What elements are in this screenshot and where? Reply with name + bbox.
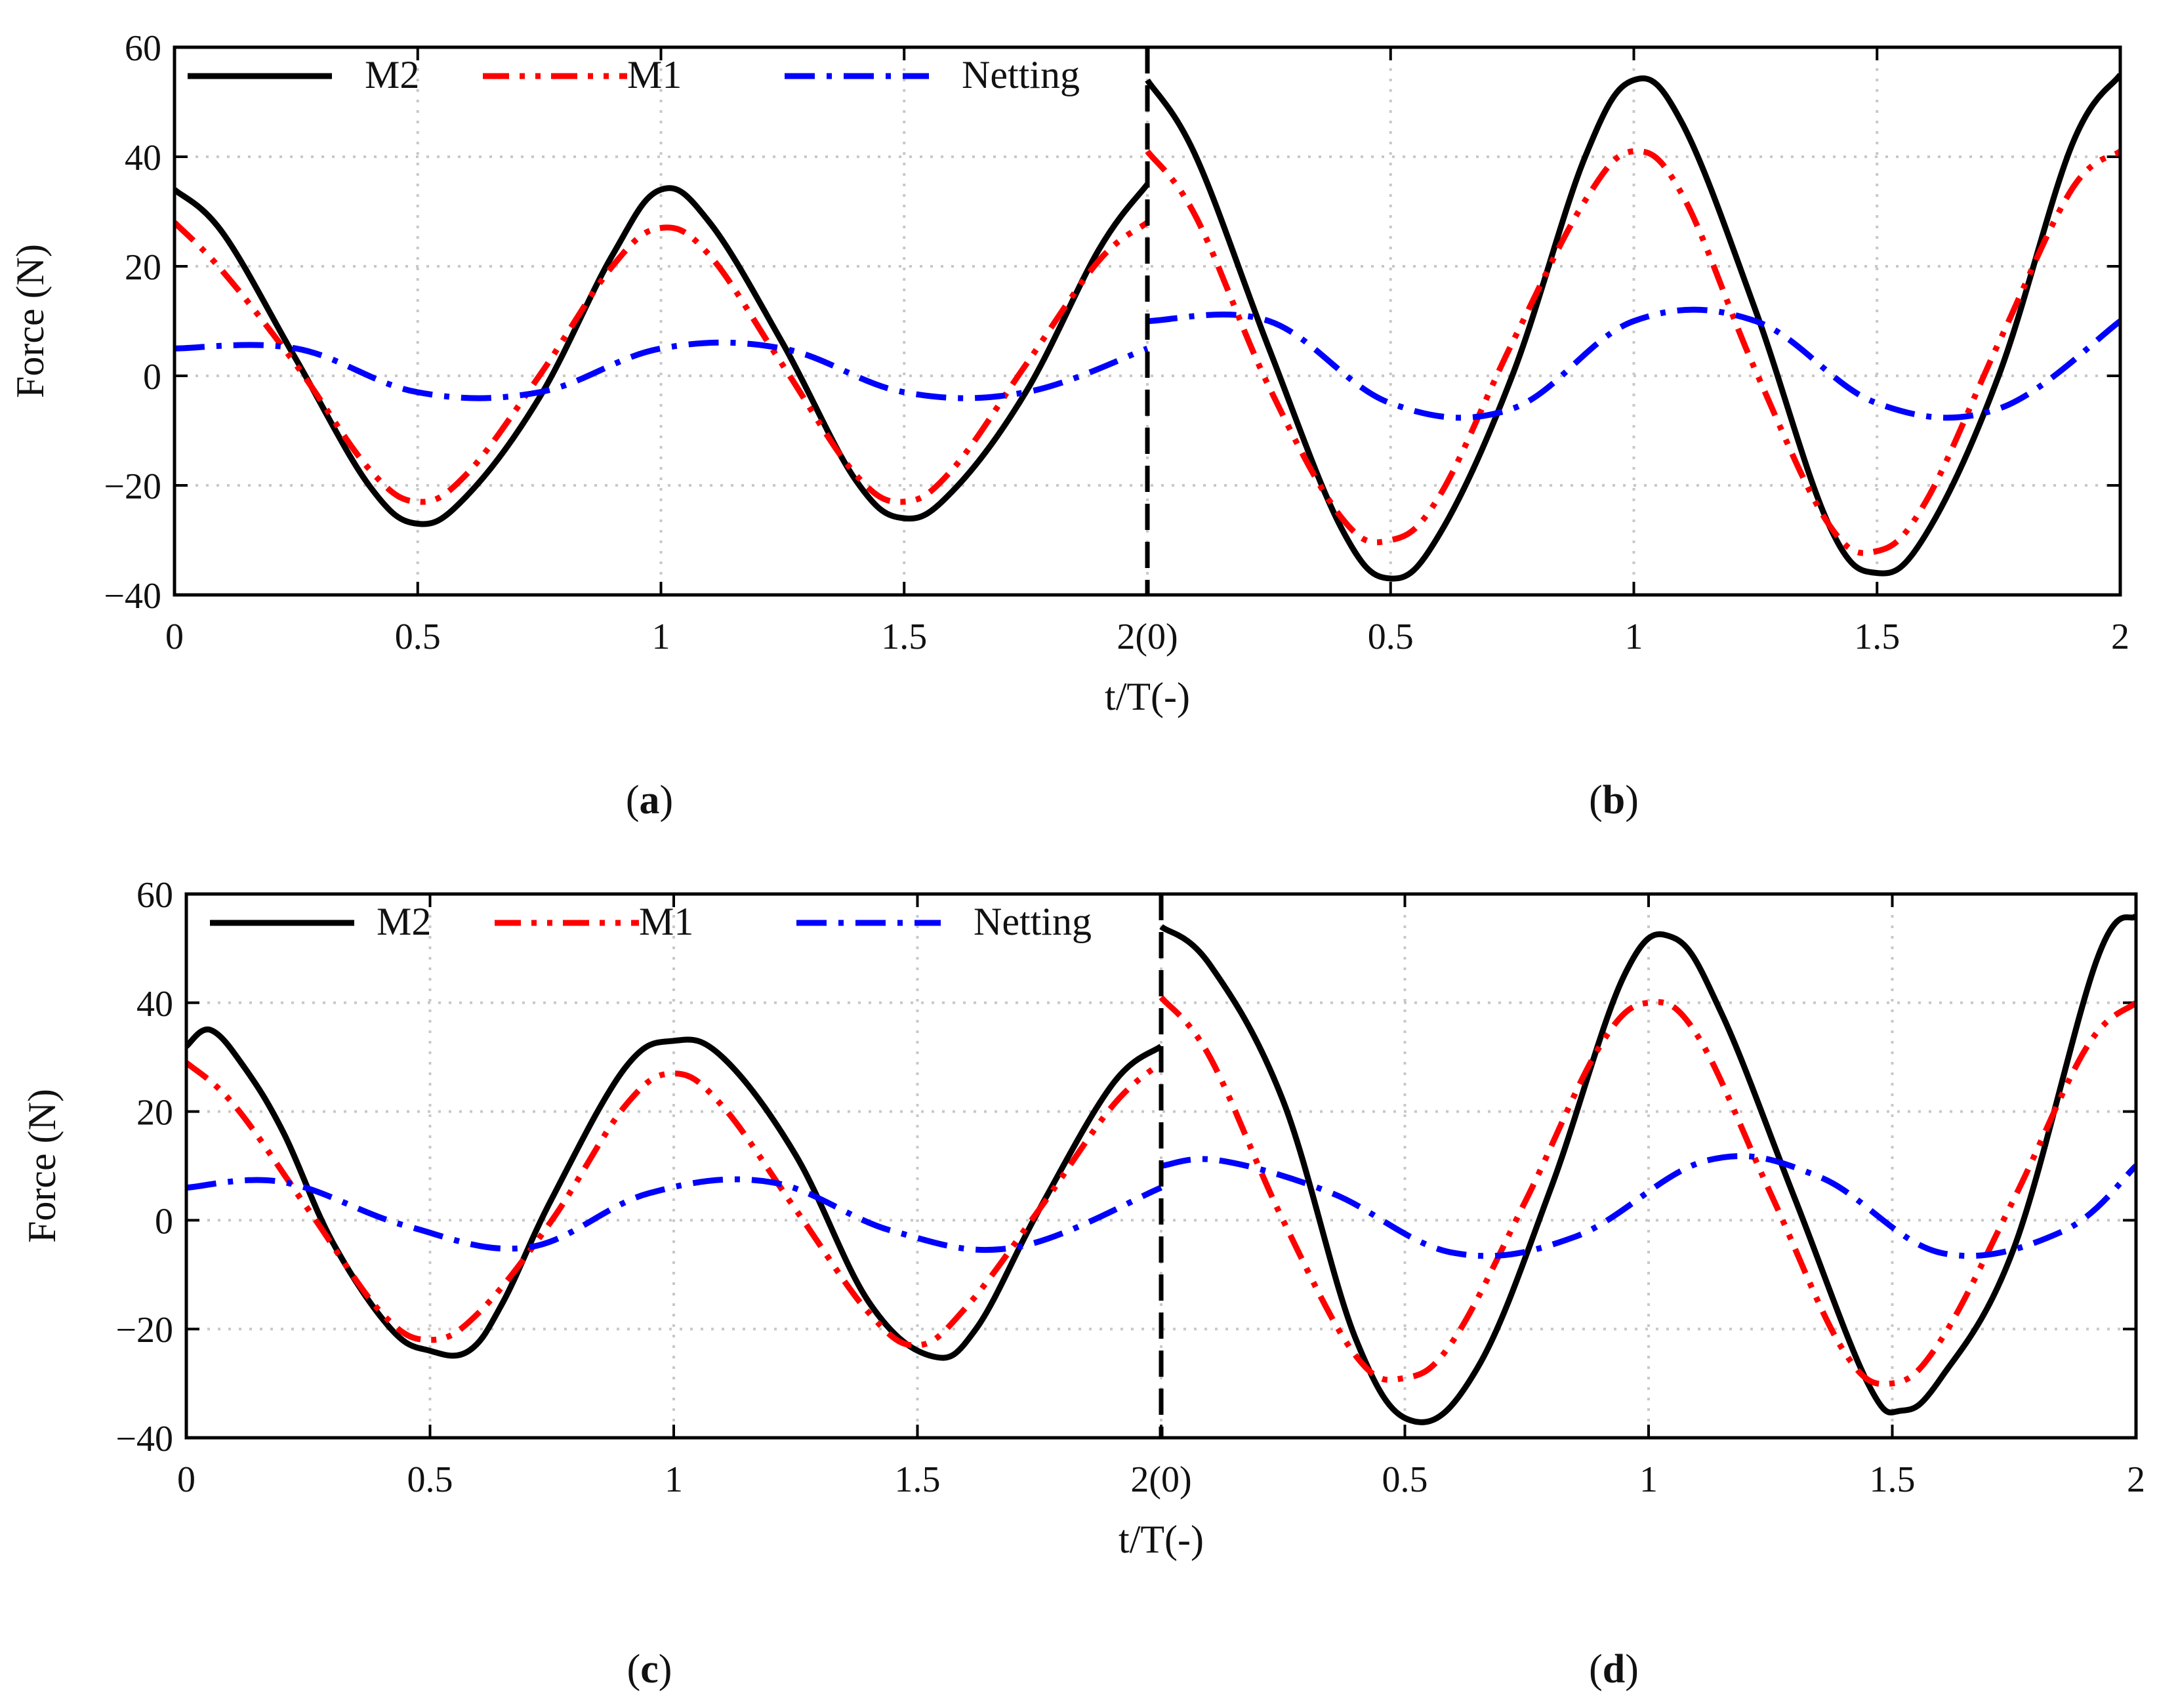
y-tick-label: 20 [136,1093,173,1133]
chart-cd: 0 0.5 1 1.5 2(0) 0.5 1 1.5 2 −40 −20 0 20 40 60 t/T(-) F… [20,875,2145,1561]
y-tick-label: 20 [125,247,161,288]
x-tick-label: 0.5 [1368,617,1414,657]
svg-text:(a): (a) [626,778,673,823]
series-m1-segment-2 [1145,148,2120,556]
series-m1-segment-1 [175,220,1149,505]
y-axis-label: Force (N) [9,244,52,398]
plot-frame [173,45,2122,597]
caption-a: (a) [626,778,673,823]
y-tick-label: −40 [104,576,161,617]
y-tick-label: 60 [125,28,161,69]
y-tick-label: −20 [104,466,161,507]
x-tick-label: 1 [1639,1459,1658,1500]
legend-label-m2: M2 [377,900,431,943]
x-tick-label: 2(0) [1117,617,1178,657]
svg-text:(b): (b) [1589,778,1639,823]
chart-ab: 0 0.5 1 1.5 2(0) 0.5 1 1.5 2 −40 −20 0 20 40 60 t/T(-) F… [9,28,2129,718]
series-netting-segment-2 [1161,1153,2136,1259]
legend-label-netting: Netting [974,900,1092,943]
y-tick-label: 40 [125,138,161,178]
y-tick-label: −20 [115,1310,173,1351]
y-tick-label: 0 [143,357,161,397]
series-m2-segment-1 [186,1027,1163,1361]
y-tick-label: 0 [155,1201,173,1242]
x-tick-label: 1.5 [895,1459,941,1500]
legend-label-netting: Netting [962,53,1080,96]
caption-c-letter: c [640,1647,659,1692]
x-tick-label: 2 [2127,1459,2145,1500]
series-m2-segment-2 [1159,913,2136,1425]
series-group [175,73,2120,582]
caption-a-letter: a [640,778,660,823]
caption-b: (b) [1589,778,1639,823]
series-netting-segment-1 [175,339,1149,401]
x-tick-label: 0.5 [407,1459,453,1500]
legend-label-m1: M1 [627,53,682,96]
series-netting-segment-1 [186,1176,1162,1253]
plot-frame [184,892,2138,1440]
legend-label-m1: M1 [639,900,693,943]
x-tick-label: 0 [177,1459,195,1500]
x-tick-label: 2 [2111,617,2129,657]
caption-d: (d) [1589,1647,1639,1692]
series-m2-segment-2 [1145,73,2120,582]
legend-label-m2: M2 [365,53,419,96]
y-tick-label: 40 [136,984,173,1025]
legend: M2 M1 Netting [188,53,1080,96]
x-tick-label: 1.5 [1854,617,1900,657]
legend: M2 M1 Netting [210,900,1092,943]
x-tick-label: 1 [1625,617,1643,657]
x-tick-label: 0.5 [395,617,441,657]
x-tick-label: 1.5 [881,617,927,657]
series-m1-segment-1 [186,1060,1163,1349]
x-axis-label: t/T(-) [1105,675,1190,718]
caption-d-letter: d [1603,1647,1625,1692]
x-tick-label: 1.5 [1870,1459,1916,1500]
caption-c: (c) [627,1647,672,1692]
svg-text:(d): (d) [1589,1647,1639,1692]
x-tick-label: 0.5 [1382,1459,1428,1500]
caption-b-letter: b [1603,778,1625,823]
series-m2-segment-1 [175,182,1150,527]
series-m1-segment-2 [1159,995,2136,1387]
x-tick-label: 1 [652,617,670,657]
x-tick-label: 2(0) [1130,1459,1191,1500]
y-axis-label: Force (N) [20,1089,64,1243]
x-tick-label: 1 [665,1459,683,1500]
x-axis-label: t/T(-) [1119,1518,1204,1561]
x-tick-label: 0 [165,617,184,657]
svg-text:(c): (c) [627,1647,672,1692]
y-tick-label: 60 [136,875,173,916]
series-group [186,913,2136,1425]
y-tick-label: −40 [115,1419,173,1459]
series-netting-segment-2 [1147,306,2120,421]
